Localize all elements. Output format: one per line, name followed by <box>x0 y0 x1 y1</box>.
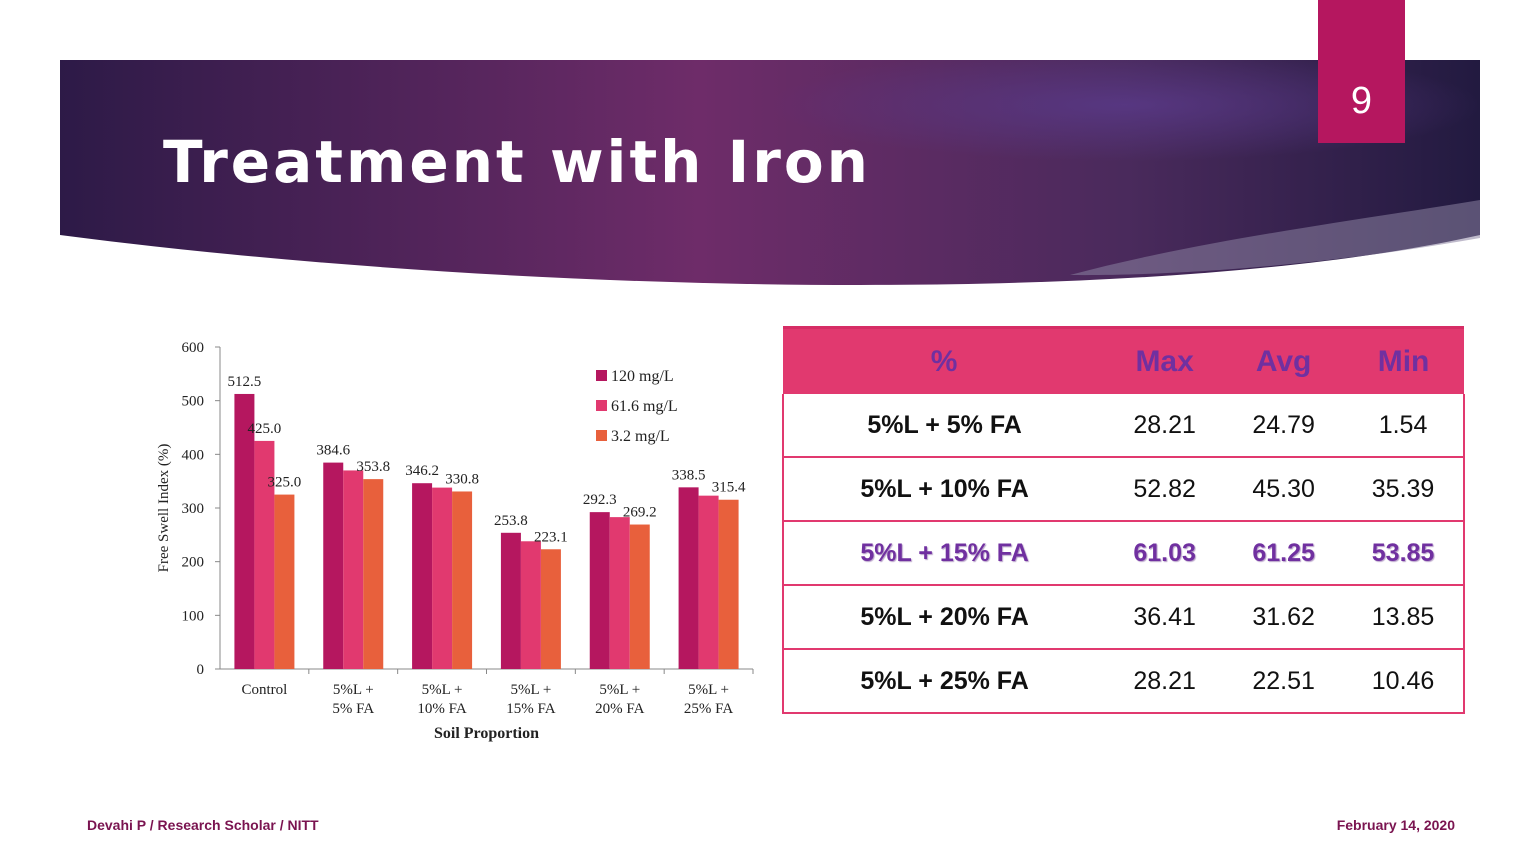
bar-2-1 <box>363 479 384 669</box>
table-cell: 1.54 <box>1343 394 1465 458</box>
data-label: 338.5 <box>672 467 706 483</box>
legend-label: 61.6 mg/L <box>611 398 678 415</box>
table-row: 5%L + 15% FA 61.03 61.25 53.85 <box>781 521 1465 586</box>
data-label: 315.4 <box>712 480 746 496</box>
table-cell: 35.39 <box>1343 457 1465 522</box>
y-tick-label: 200 <box>182 555 205 571</box>
legend-swatch-1 <box>596 400 607 411</box>
x-tick-label: 20% FA <box>595 701 644 717</box>
table-row: 5%L + 5% FA 28.21 24.79 1.54 <box>781 394 1465 458</box>
y-tick-label: 300 <box>182 501 205 517</box>
table-header-cell: Max <box>1105 326 1225 394</box>
bar-0-0 <box>234 393 255 669</box>
data-label: 384.6 <box>316 443 350 459</box>
table-header-cell: Avg <box>1224 326 1344 394</box>
data-label: 253.8 <box>494 513 528 529</box>
bar-1-0 <box>254 440 275 669</box>
bar-1-2 <box>432 487 453 669</box>
y-tick-label: 400 <box>182 447 205 463</box>
table-header-row: % Max Avg Min <box>783 326 1464 394</box>
y-axis-title: Free Swell Index (%) <box>156 444 172 573</box>
table-cell: 5%L + 20% FA <box>781 585 1106 650</box>
table-header-cell: Min <box>1343 326 1464 394</box>
x-tick-label: 5%L + <box>599 682 640 698</box>
x-tick-label: 5%L + <box>333 682 374 698</box>
footer-author: Devahi P / Research Scholar / NITT <box>87 817 319 833</box>
table-cell: 13.85 <box>1343 585 1465 650</box>
table-body: 5%L + 5% FA 28.21 24.79 1.54 5%L + 10% FA 52.… <box>781 394 1465 714</box>
legend-swatch-2 <box>596 430 607 441</box>
bar-1-5 <box>698 495 719 669</box>
bar-2-0 <box>274 494 295 669</box>
data-label: 269.2 <box>623 505 657 521</box>
data-label: 292.3 <box>583 492 617 508</box>
y-tick-label: 500 <box>182 394 205 410</box>
data-label: 325.0 <box>268 475 302 491</box>
y-tick-label: 0 <box>197 662 205 678</box>
table-cell: 5%L + 25% FA <box>781 649 1106 714</box>
table-cell: 31.62 <box>1224 585 1344 650</box>
table-cell: 5%L + 15% FA <box>781 521 1106 586</box>
x-axis-title: Soil Proportion <box>434 725 539 742</box>
table-cell: 22.51 <box>1224 649 1344 714</box>
table-row: 5%L + 25% FA 28.21 22.51 10.46 <box>781 649 1465 714</box>
x-tick-label: 15% FA <box>506 701 555 717</box>
legend-label: 120 mg/L <box>611 368 674 385</box>
bar-0-2 <box>412 483 433 669</box>
table-cell: 28.21 <box>1105 394 1225 458</box>
results-table: % Max Avg Min 5%L + 5% FA 28.21 24.79 1.54 5%L … <box>781 326 1465 714</box>
bar-0-4 <box>589 512 610 669</box>
table-cell: 24.79 <box>1224 394 1344 458</box>
table-cell: 53.85 <box>1343 521 1465 586</box>
table-cell: 10.46 <box>1343 649 1465 714</box>
table-cell: 61.03 <box>1105 521 1225 586</box>
bar-2-3 <box>540 549 561 669</box>
bar-1-4 <box>609 517 630 669</box>
bar-2-5 <box>718 499 739 669</box>
x-tick-label: 5% FA <box>332 701 374 717</box>
bar-2-2 <box>452 491 473 669</box>
y-tick-label: 100 <box>182 608 205 624</box>
legend-label: 3.2 mg/L <box>611 428 670 445</box>
legend-swatch-0 <box>596 370 607 381</box>
bar-1-3 <box>520 541 541 669</box>
table-cell: 61.25 <box>1224 521 1344 586</box>
free-swell-bar-chart: 0 100 200 300 400 500 600 Control 5%L + 5% FA 5%L … <box>156 340 754 742</box>
x-tick-label: Control <box>241 682 287 698</box>
data-label: 353.8 <box>356 459 390 475</box>
x-tick-label: 5%L + <box>511 682 552 698</box>
slide-title: Treatment with Iron <box>163 128 871 196</box>
table-row: 5%L + 20% FA 36.41 31.62 13.85 <box>781 585 1465 650</box>
x-tick-label: 5%L + <box>422 682 463 698</box>
x-tick-label: 10% FA <box>417 701 466 717</box>
x-tick-label: 5%L + <box>688 682 729 698</box>
table-cell: 52.82 <box>1105 457 1225 522</box>
page-number: 9 <box>1350 80 1373 122</box>
bar-0-3 <box>500 532 521 669</box>
table-cell: 36.41 <box>1105 585 1225 650</box>
table-header-cell: % <box>783 326 1106 394</box>
x-tick-label: 25% FA <box>684 701 733 717</box>
bar-0-1 <box>323 462 344 669</box>
data-label: 425.0 <box>248 421 282 437</box>
data-label: 346.2 <box>405 463 439 479</box>
table-cell: 45.30 <box>1224 457 1344 522</box>
footer-date: February 14, 2020 <box>1336 817 1455 833</box>
table-cell: 5%L + 5% FA <box>781 394 1106 458</box>
data-label: 512.5 <box>228 374 262 390</box>
table-cell: 28.21 <box>1105 649 1225 714</box>
data-label: 223.1 <box>534 529 568 545</box>
data-label: 330.8 <box>445 471 479 487</box>
bar-1-1 <box>343 470 364 669</box>
bar-0-5 <box>678 487 699 669</box>
bar-2-4 <box>629 524 650 669</box>
table-row: 5%L + 10% FA 52.82 45.30 35.39 <box>781 457 1465 522</box>
title-banner <box>60 60 1480 285</box>
page-number-tab: 9 <box>1318 0 1405 143</box>
table-cell: 5%L + 10% FA <box>781 457 1106 522</box>
y-tick-label: 600 <box>182 340 205 356</box>
